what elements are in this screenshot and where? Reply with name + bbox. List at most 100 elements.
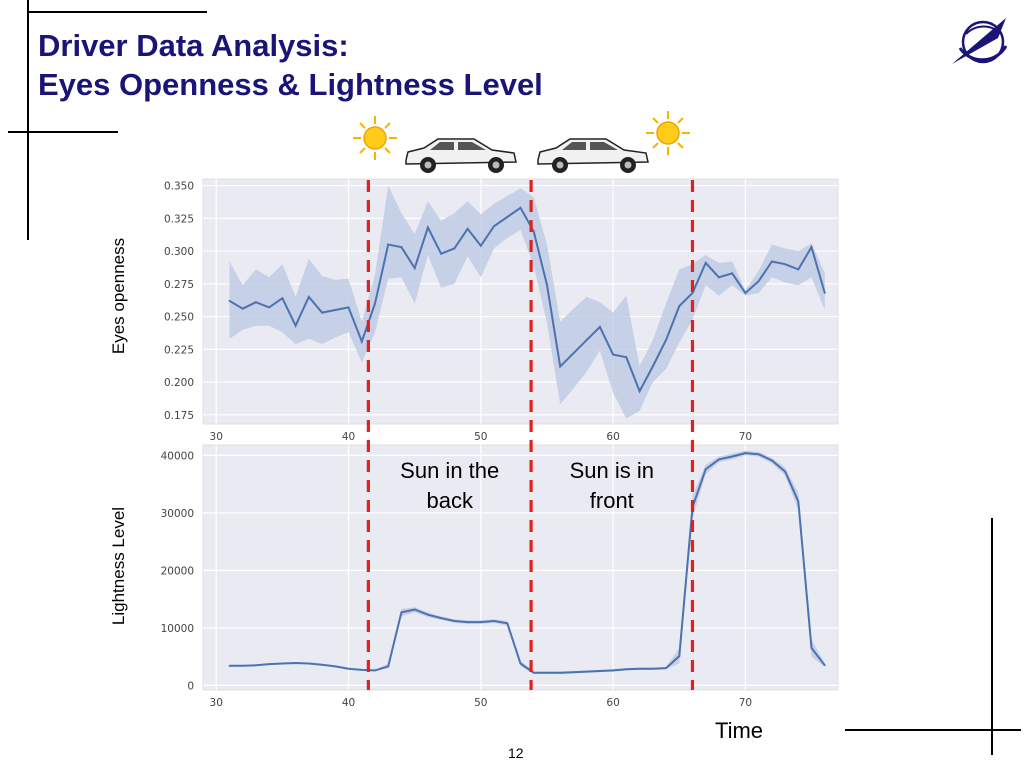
data-point: [255, 301, 257, 304]
data-point: [307, 662, 310, 665]
data-point: [479, 244, 482, 247]
annotation-line: back: [426, 488, 473, 513]
car-icon: [537, 138, 649, 173]
y-tick-label: 0.250: [164, 312, 194, 324]
data-point: [757, 453, 760, 456]
data-point: [731, 455, 734, 458]
top-left-horizontal-line: [27, 11, 207, 13]
data-point: [546, 284, 548, 287]
data-point: [347, 667, 350, 670]
y-tick-label: 30000: [161, 508, 194, 520]
data-point: [493, 620, 495, 622]
data-point: [453, 247, 456, 250]
x-tick-label: 60: [606, 697, 619, 709]
data-point: [519, 662, 522, 665]
data-point: [638, 390, 641, 393]
data-point: [665, 339, 667, 342]
data-point: [466, 227, 469, 230]
x-tick-label: 40: [342, 697, 355, 709]
x-tick-label: 70: [739, 431, 752, 443]
data-point: [757, 280, 760, 283]
data-point: [294, 662, 297, 664]
page-number: 12: [508, 745, 524, 761]
title-line-2: Eyes Openness & Lightness Level: [38, 67, 543, 102]
data-point: [374, 302, 376, 305]
y-tick-label: 0.300: [164, 246, 194, 258]
data-point: [241, 307, 244, 310]
annotation-line: Sun in the: [400, 458, 499, 483]
plot-frame: [202, 178, 839, 425]
y-axis-label: Eyes openness: [109, 238, 128, 354]
data-point: [426, 613, 429, 616]
data-point: [268, 663, 271, 666]
data-point: [810, 647, 813, 649]
annotation-line: front: [590, 488, 634, 513]
bottom-right-horizontal-line: [845, 729, 1021, 731]
confidence-band: [229, 185, 825, 419]
plot-frame: [202, 444, 839, 691]
data-point: [585, 670, 588, 673]
x-tick-label: 70: [739, 697, 752, 709]
title-line-1: Driver Data Analysis:: [38, 28, 349, 63]
data-point: [241, 664, 244, 667]
data-point: [281, 662, 284, 665]
data-point: [770, 260, 773, 263]
y-tick-label: 0.325: [164, 213, 194, 225]
data-point: [638, 667, 641, 670]
data-point: [387, 243, 390, 246]
data-point: [691, 292, 694, 294]
data-point: [823, 292, 826, 294]
data-point: [268, 306, 271, 309]
y-tick-label: 0.225: [164, 344, 194, 356]
eyes-openness-chart: 30 40 50 60 70 0.175 0.200 0.225 0.250 0.275 0.300…: [109, 178, 839, 443]
lightness-level-chart: 30 40 50 60 70 0 10000 20000 30000 40000 Lightness…: [109, 444, 839, 743]
data-point: [612, 353, 615, 356]
series-line: [229, 452, 826, 674]
y-tick-label: 0.200: [164, 377, 194, 389]
data-point: [519, 206, 522, 209]
data-point: [532, 671, 535, 674]
spiiras-logo: [952, 18, 1008, 64]
data-point: [334, 665, 337, 668]
data-point: [426, 226, 429, 229]
data-point: [255, 664, 257, 667]
x-tick-label: 50: [474, 697, 487, 709]
data-point: [797, 500, 800, 503]
sun-icon: [646, 111, 690, 155]
data-point: [625, 356, 628, 359]
y-tick-label: 0.275: [164, 279, 194, 291]
data-point: [665, 667, 667, 670]
data-point: [321, 311, 323, 314]
data-point: [598, 670, 601, 672]
data-point: [413, 608, 416, 611]
data-point: [731, 272, 734, 275]
data-point: [559, 365, 562, 368]
data-point: [823, 664, 826, 667]
data-point: [228, 664, 231, 667]
data-point: [678, 655, 681, 657]
data-point: [651, 667, 654, 670]
data-point: [559, 671, 562, 674]
data-point: [294, 324, 297, 327]
data-point: [307, 296, 310, 298]
x-axis-label: Time: [715, 718, 763, 743]
annotation-line: Sun is in: [570, 458, 654, 483]
data-point: [744, 292, 747, 294]
data-point: [374, 669, 376, 672]
data-point: [810, 246, 813, 249]
data-point: [228, 299, 231, 302]
y-tick-label: 0: [187, 680, 194, 692]
x-tick-label: 60: [606, 431, 619, 443]
data-point: [506, 622, 509, 625]
data-point: [506, 216, 509, 218]
data-point: [360, 340, 363, 343]
plot-background: [203, 445, 838, 690]
data-point: [347, 306, 350, 309]
data-point: [321, 663, 323, 666]
data-point: [704, 468, 707, 471]
car-icon: [405, 138, 517, 173]
data-point: [479, 621, 482, 624]
annotation-text: Sun in the back: [400, 458, 499, 513]
data-point: [493, 225, 495, 228]
